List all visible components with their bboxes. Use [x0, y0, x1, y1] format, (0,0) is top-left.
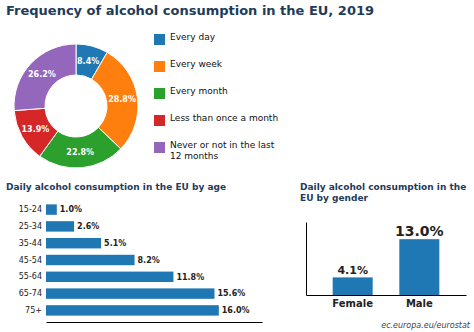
- tick-label: 25-34: [19, 222, 42, 231]
- tick: Female: [332, 298, 373, 309]
- chart-title: Daily alcohol consumption in the EU by a…: [6, 182, 226, 192]
- pie: 8.4% 28.8% 22.8% 13.9% 26.2%: [14, 44, 138, 168]
- figure: Frequency of alcohol consumption in the …: [0, 0, 474, 332]
- legend-item: Every day: [154, 32, 216, 45]
- legend-entry-line: Every week: [170, 59, 223, 69]
- legend-item: Less than once a month: [154, 113, 278, 126]
- legend-entry: Every day: [170, 32, 216, 42]
- legend-entry-line: Every day: [170, 32, 216, 42]
- bar: [46, 255, 135, 265]
- legend-entry-line: Never or not in the last: [170, 140, 275, 150]
- tick: 15-24: [19, 205, 42, 214]
- annotation: ec.europa.eu/eurostat: [381, 321, 471, 330]
- x-axis: [47, 322, 263, 323]
- legend-entry-line: Less than once a month: [170, 113, 278, 123]
- legend-entry-line: 12 months: [170, 151, 219, 161]
- tick-label: Male: [406, 298, 433, 309]
- bar: [46, 288, 214, 298]
- tick: 65-74: [19, 289, 42, 298]
- tick-label: 75+: [25, 306, 42, 315]
- data-label: 11.8%: [176, 273, 204, 282]
- data-label: 1.0%: [60, 205, 82, 214]
- legend-entry: Every month: [170, 86, 228, 96]
- data-label: 15.6%: [217, 289, 245, 298]
- data-label: 13.9%: [22, 125, 50, 134]
- bar: [46, 238, 101, 248]
- legend-swatch: [154, 142, 165, 153]
- data-label: 26.2%: [28, 70, 56, 79]
- legend-swatch: [154, 115, 165, 126]
- tick-label: 15-24: [19, 205, 42, 214]
- tick-label: 55-64: [19, 272, 42, 281]
- chart-title: Frequency of alcohol consumption in the …: [6, 3, 374, 18]
- tick: 25-34: [19, 222, 42, 231]
- tick-label: 35-44: [19, 239, 42, 248]
- y-axis: 15-24 25-34 35-44 45-54 55-64 65-74 75+: [19, 205, 42, 315]
- legend-swatch: [154, 61, 165, 72]
- data-label: 22.8%: [66, 148, 94, 157]
- bars: [46, 204, 219, 315]
- data-label: 28.8%: [108, 95, 136, 104]
- chart-title: Daily alcohol consumption in theEU by ge…: [300, 182, 466, 203]
- tick: 75+: [25, 306, 42, 315]
- data-label: 2.6%: [77, 222, 99, 231]
- legend-item: Never or not in the last12 months: [154, 140, 275, 161]
- title-line: EU by gender: [300, 193, 369, 203]
- legend: Every day Every week Every month Less than …: [154, 32, 278, 161]
- tick: 35-44: [19, 239, 42, 248]
- x-axis: Female Male: [307, 296, 467, 310]
- data-label: 16.0%: [222, 306, 250, 315]
- axis-line: [47, 322, 263, 323]
- data-labels: 1.0% 2.6% 5.1% 8.2% 11.8% 15.6% 16.0%: [60, 205, 250, 315]
- data-label: 4.1%: [337, 264, 368, 277]
- data-label: 8.2%: [138, 256, 160, 265]
- bar: [46, 272, 173, 282]
- bar: [46, 204, 57, 214]
- pie-slice: [14, 108, 58, 156]
- bar: [46, 221, 74, 231]
- legend-entry: Never or not in the last12 months: [170, 140, 275, 161]
- title-line: Daily alcohol consumption in the: [300, 182, 466, 192]
- tick: Male: [406, 298, 433, 309]
- legend-entry: Every week: [170, 59, 223, 69]
- tick-label: 45-54: [19, 256, 42, 265]
- tick: 45-54: [19, 256, 42, 265]
- data-label: 13.0%: [395, 223, 444, 239]
- legend-entry-line: Every month: [170, 86, 228, 96]
- legend-swatch: [154, 88, 165, 99]
- bar: [333, 277, 373, 295]
- legend-item: Every week: [154, 59, 223, 72]
- axis-line: [307, 295, 467, 296]
- data-labels: 4.1% 13.0%: [337, 223, 443, 277]
- tick: 55-64: [19, 272, 42, 281]
- y-axis: [306, 223, 307, 296]
- data-label: 5.1%: [104, 239, 126, 248]
- tick-label: Female: [332, 298, 373, 309]
- legend-item: Every month: [154, 86, 228, 99]
- legend-swatch: [154, 34, 165, 45]
- legend-entry: Less than once a month: [170, 113, 278, 123]
- bar: [399, 239, 439, 295]
- bar: [46, 305, 219, 315]
- pie-slice: [14, 44, 76, 111]
- axis-line: [306, 223, 307, 296]
- tick-label: 65-74: [19, 289, 42, 298]
- bars: [333, 239, 440, 295]
- data-label: 8.4%: [77, 57, 99, 66]
